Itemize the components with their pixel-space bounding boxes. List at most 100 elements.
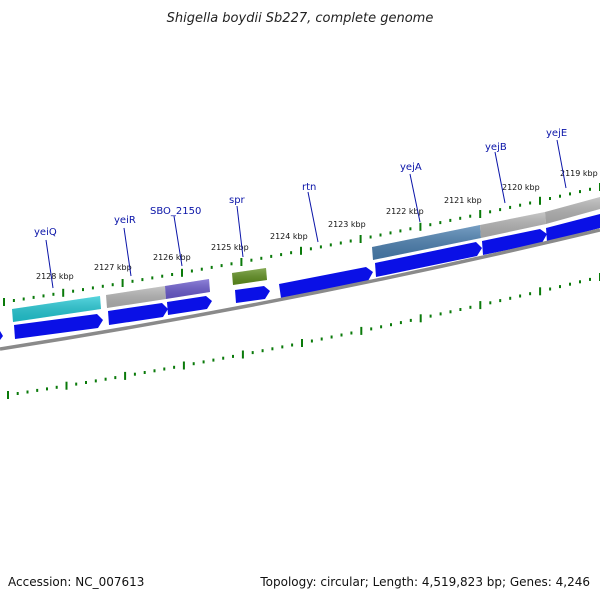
outer-tick-4 xyxy=(42,294,45,298)
genome-summary-text: Topology: circular; Length: 4,519,823 bp… xyxy=(259,575,590,589)
map-title: Shigella boydii Sb227, complete genome xyxy=(167,11,434,26)
inner-tick-43 xyxy=(429,314,432,318)
outer-tick-37 xyxy=(369,235,372,239)
inner-tick-18 xyxy=(182,361,185,370)
inner-tick-37 xyxy=(370,327,373,331)
gene-label-yejB: yejB xyxy=(485,142,507,153)
inner-tick-2 xyxy=(26,390,29,394)
inner-tick-51 xyxy=(509,296,512,300)
inner-tick-25 xyxy=(251,351,254,355)
inner-tick-6 xyxy=(65,381,68,390)
inner-tick-52 xyxy=(519,294,522,298)
gene-label-yejA: yejA xyxy=(400,162,422,173)
outer-tick-14 xyxy=(141,278,144,282)
outer-tick-12 xyxy=(121,279,124,287)
inner-tick-54 xyxy=(539,287,542,296)
inner-tick-21 xyxy=(212,358,215,362)
inner-tick-24 xyxy=(241,350,244,359)
outer-tick-43 xyxy=(429,223,432,227)
inner-tick-5 xyxy=(55,385,58,389)
kbp-label-2123: 2123 kbp xyxy=(328,220,366,229)
outer-tick-27 xyxy=(270,254,273,258)
inner-tick-49 xyxy=(489,301,492,305)
leader-yejE xyxy=(556,139,567,189)
outer-tick-52 xyxy=(519,203,522,207)
inner-tick-10 xyxy=(104,377,107,381)
outer-tick-39 xyxy=(389,231,392,235)
outer-tick-28 xyxy=(280,253,283,257)
outer-tick-3 xyxy=(32,295,35,299)
outer-tick-42 xyxy=(419,222,422,231)
outer-tick-45 xyxy=(449,218,452,222)
outer-tick-21 xyxy=(210,265,213,269)
outer-tick-9 xyxy=(91,286,94,290)
kbp-label-2121: 2121 kbp xyxy=(444,196,482,205)
gene-label-rtn: rtn xyxy=(302,182,316,193)
outer-tick-40 xyxy=(399,229,402,233)
outer-tick-41 xyxy=(409,227,412,231)
outer-tick-23 xyxy=(230,262,233,266)
leader-SBO_2150 xyxy=(173,215,183,267)
gene-label-spr: spr xyxy=(229,195,246,206)
leader-yeiR xyxy=(123,227,132,277)
kbp-label-2119: 2119 kbp xyxy=(560,169,598,178)
outer-tick-6 xyxy=(62,288,65,297)
outer-tick-53 xyxy=(529,201,532,205)
gene-arrow-yeiR xyxy=(108,303,168,325)
outer-tick-18 xyxy=(181,268,183,277)
inner-tick-45 xyxy=(449,310,452,314)
outer-tick-5 xyxy=(52,292,55,296)
inner-tick-9 xyxy=(94,379,97,383)
inner-tick-1 xyxy=(16,392,19,395)
kbp-labels: 2128 kbp 2127 kbp 2126 kbp 2125 kbp 2124… xyxy=(36,169,598,281)
inner-tick-59 xyxy=(589,277,591,281)
gene-label-yeiR: yeiR xyxy=(114,215,136,226)
inner-tick-19 xyxy=(192,362,195,366)
outer-tick-58 xyxy=(579,190,581,194)
inner-tick-11 xyxy=(114,376,117,380)
accession-text: Accession: NC_007613 xyxy=(8,575,144,589)
gene-labels: yeiQ yeiR SBO_2150 spr rtn yejA yejB yej… xyxy=(34,128,567,238)
gene-arrow-partial xyxy=(0,331,3,340)
gene-label-SBO_2150: SBO_2150 xyxy=(150,206,201,217)
inner-tick-40 xyxy=(399,321,402,325)
inner-tick-50 xyxy=(499,299,502,303)
outer-tick-35 xyxy=(349,239,352,243)
inner-tick-56 xyxy=(559,285,561,289)
outer-tick-24 xyxy=(240,258,243,266)
outer-tick-56 xyxy=(559,194,561,198)
gene-arrow-yejE xyxy=(546,214,600,242)
outer-tick-10 xyxy=(101,284,104,288)
leader-yejA xyxy=(409,173,421,223)
outer-tick-20 xyxy=(200,267,203,271)
inner-tick-57 xyxy=(569,282,571,286)
inner-tick-7 xyxy=(75,382,78,386)
inner-tick-32 xyxy=(320,337,323,341)
inner-tick-33 xyxy=(330,335,333,339)
outer-tick-13 xyxy=(131,279,134,283)
outer-tick-8 xyxy=(82,288,84,292)
outer-tick-36 xyxy=(359,235,362,243)
kbp-label-2120: 2120 kbp xyxy=(502,183,540,192)
outer-tick-30 xyxy=(300,246,302,255)
kbp-label-2122: 2122 kbp xyxy=(386,207,424,216)
kbp-label-2128: 2128 kbp xyxy=(36,272,74,281)
backbone-arc xyxy=(0,228,600,351)
inner-tick-15 xyxy=(153,369,156,373)
outer-tick-33 xyxy=(329,243,332,247)
inner-tick-27 xyxy=(271,347,274,351)
inner-tick-16 xyxy=(163,367,166,371)
kbp-label-2127: 2127 kbp xyxy=(94,263,132,272)
kbp-label-2124: 2124 kbp xyxy=(270,232,308,241)
gene-arrow-rtn xyxy=(279,267,373,298)
outer-tick-49 xyxy=(489,210,492,214)
outer-ticks xyxy=(3,183,600,306)
gene-arrow-spr xyxy=(235,286,270,303)
inner-tick-48 xyxy=(479,301,482,310)
outer-tick-0 xyxy=(3,298,5,306)
inner-tick-30 xyxy=(301,339,303,347)
outer-tick-25 xyxy=(250,258,253,262)
outer-tick-59 xyxy=(589,187,591,191)
gene-label-yejE: yejE xyxy=(546,128,567,139)
outer-tick-29 xyxy=(290,251,293,255)
